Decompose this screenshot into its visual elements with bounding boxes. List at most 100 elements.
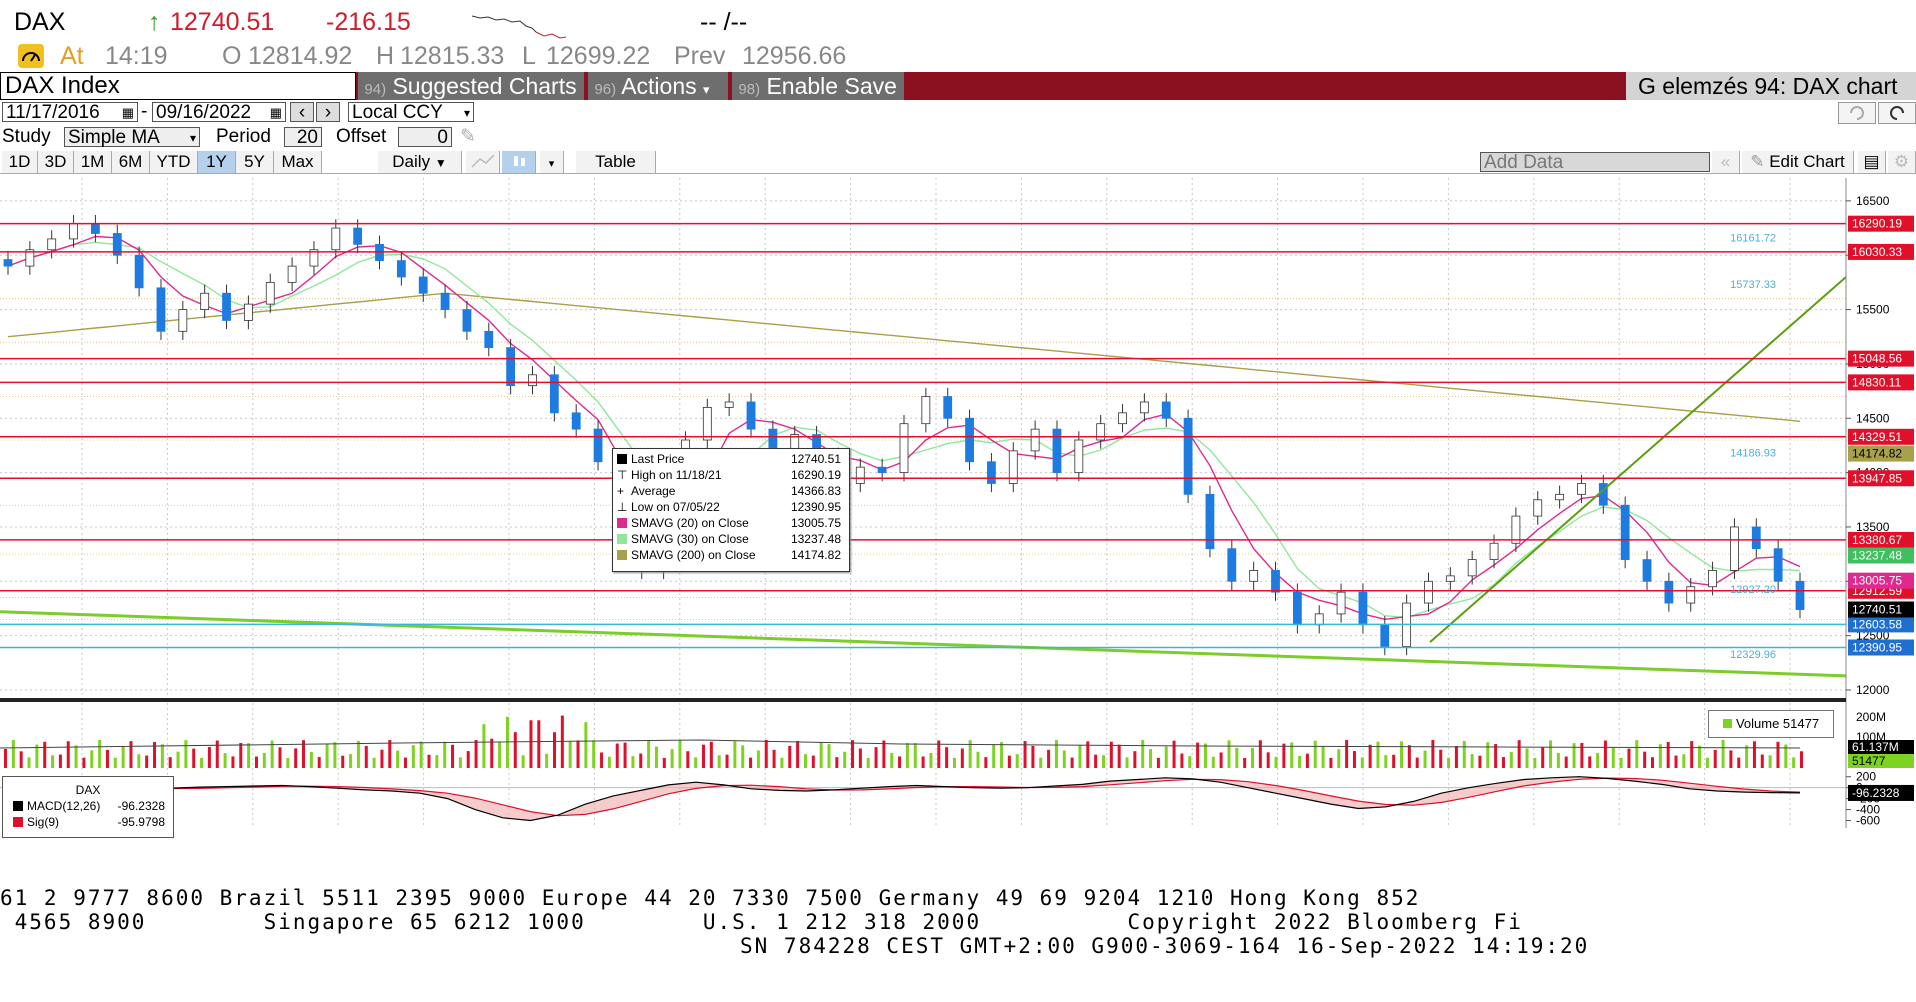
volume-bar: [160, 744, 164, 768]
volume-bar: [976, 751, 980, 768]
volume-bar: [1784, 744, 1788, 768]
volume-bar: [1564, 756, 1568, 768]
enable-save-button[interactable]: 98) Enable Save: [732, 72, 904, 100]
volume-bar: [482, 724, 486, 768]
net-change: -216.15: [326, 8, 411, 36]
macd-legend: DAX MACD(12,26) -96.2328 Sig(9) -95.9798: [2, 776, 174, 838]
volume-bar: [858, 748, 862, 768]
right-axis-panel: [1846, 178, 1916, 828]
volume-bar: [51, 755, 55, 768]
volume-bar: [615, 743, 619, 768]
gauge-icon[interactable]: [18, 44, 44, 68]
next-period-button[interactable]: ›: [316, 102, 340, 123]
up-arrow-icon: ↑: [148, 8, 161, 36]
volume-bar: [1007, 755, 1011, 768]
calendar-icon[interactable]: ▦: [121, 105, 134, 120]
volume-bar: [537, 720, 541, 768]
chevron-down-icon: ▾: [548, 158, 555, 170]
candle-up: [1577, 483, 1586, 495]
volume-bar: [1768, 755, 1772, 768]
candle-chart-button[interactable]: [502, 151, 536, 173]
undo-button[interactable]: [1838, 102, 1876, 124]
frequency-select[interactable]: Daily ▼: [378, 151, 462, 173]
volume-bar: [890, 753, 894, 768]
period-label: Period: [216, 126, 271, 147]
redo-button[interactable]: [1878, 102, 1916, 124]
volume-axis-label: 200M: [1856, 710, 1886, 724]
offset-field[interactable]: 0: [398, 127, 452, 148]
start-date-field[interactable]: 11/17/2016 ▦: [2, 102, 138, 123]
volume-bar: [1556, 752, 1560, 768]
volume-bar: [694, 757, 698, 768]
table-button[interactable]: Table: [576, 151, 656, 173]
period-field[interactable]: 20: [284, 127, 322, 148]
volume-bar: [678, 740, 682, 768]
pencil-icon[interactable]: ✎: [460, 126, 476, 147]
chart-settings-icon[interactable]: ▤: [1858, 151, 1886, 173]
add-data-field[interactable]: Add Data: [1480, 152, 1710, 173]
candle-up: [200, 292, 210, 310]
range-button-1y[interactable]: 1Y: [198, 151, 236, 173]
square-icon: [617, 454, 627, 464]
end-date-field[interactable]: 09/16/2022 ▦: [152, 102, 286, 123]
volume-bar: [1478, 755, 1482, 768]
study-badge: [1848, 572, 1914, 589]
open-label: O: [222, 42, 242, 70]
volume-bar: [90, 750, 94, 768]
volume-bar: [929, 753, 933, 768]
calendar-icon[interactable]: ▦: [269, 105, 282, 120]
range-button-6m[interactable]: 6M: [112, 151, 150, 173]
range-button-1d[interactable]: 1D: [2, 151, 38, 173]
quote-header: DAX ↑ 12740.51 -216.15 -- /-- At 14:19 O…: [0, 0, 1916, 72]
candle-down: [1183, 417, 1193, 495]
square-icon: [13, 817, 23, 827]
volume-bar: [286, 757, 290, 768]
price-chart[interactable]: 16161.72 15737.33 14186.93 12927.20 12329.96…: [0, 178, 1916, 836]
x-axis-label: Aug 15: [1600, 834, 1638, 836]
prev-period-button[interactable]: ‹: [290, 102, 314, 123]
volume-bar: [1525, 748, 1529, 768]
x-axis-label: Apr 14: [918, 834, 954, 836]
volume-bar: [529, 720, 533, 768]
volume-bar: [1290, 742, 1294, 768]
collapse-icon[interactable]: «: [1712, 151, 1740, 173]
range-button-1m[interactable]: 1M: [74, 151, 112, 173]
chart-description[interactable]: G elemzés 94: DAX chart: [1626, 72, 1916, 100]
volume-bar: [1462, 740, 1466, 768]
macd-axis-label: 200: [1856, 770, 1876, 784]
range-button-ytd[interactable]: YTD: [150, 151, 198, 173]
signal-value: -95.9798: [117, 815, 165, 829]
security-field[interactable]: DAX Index: [0, 72, 356, 100]
suggested-charts-button[interactable]: 94) Suggested Charts: [358, 72, 584, 100]
legend-label: SMAVG (200) on Close: [631, 548, 756, 562]
gear-icon[interactable]: ⚙: [1888, 151, 1916, 173]
volume-bar: [270, 740, 274, 768]
legend-value: 16290.19: [790, 468, 841, 482]
currency-select[interactable]: Local CCY ▾: [348, 102, 474, 123]
range-button-max[interactable]: Max: [274, 151, 322, 173]
volume-bar: [1603, 740, 1607, 768]
suggested-charts-number: 94): [364, 81, 387, 98]
price-badge: [1848, 215, 1914, 232]
line-chart-button[interactable]: [466, 151, 500, 173]
chart-type-dropdown[interactable]: ▾: [540, 151, 564, 173]
volume-bar: [1203, 743, 1207, 768]
volume-bar: [1376, 741, 1380, 768]
x-axis-label: Jan 14: [406, 834, 442, 836]
volume-bar: [1760, 754, 1764, 768]
x-axis-label: Dec 15: [234, 834, 272, 836]
actions-button[interactable]: 96) Actions ▾: [588, 72, 728, 100]
currency-value: Local CCY: [352, 102, 443, 123]
edit-chart-button[interactable]: ✎ Edit Chart: [1742, 151, 1854, 173]
volume-bar: [584, 722, 588, 768]
study-select[interactable]: Simple MA ▾: [64, 127, 200, 148]
volume-bar: [254, 756, 258, 768]
study-badge-label: 14174.82: [1852, 447, 1902, 461]
volume-bar: [105, 749, 109, 768]
volume-bar: [725, 754, 729, 768]
volume-bar: [1274, 756, 1278, 768]
volume-bar: [851, 740, 855, 768]
range-button-5y[interactable]: 5Y: [236, 151, 274, 173]
volume-bar: [113, 757, 117, 768]
range-button-3d[interactable]: 3D: [38, 151, 74, 173]
